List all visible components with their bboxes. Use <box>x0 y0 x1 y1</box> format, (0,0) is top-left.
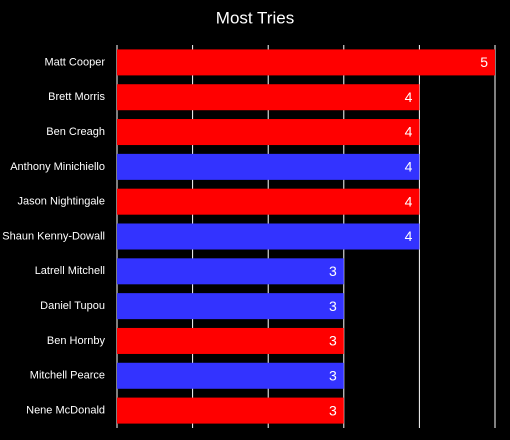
value-label: 3 <box>329 333 337 349</box>
y-tick-label: Ben Creagh <box>46 126 105 138</box>
y-tick-label: Latrell Mitchell <box>35 265 105 277</box>
bar <box>117 84 420 111</box>
y-tick-label: Brett Morris <box>48 91 105 103</box>
bar <box>117 397 344 424</box>
y-tick-label: Nene McDonald <box>26 404 105 416</box>
y-tick-label: Daniel Tupou <box>40 300 105 312</box>
bar <box>117 327 344 354</box>
y-tick-label: Anthony Minichiello <box>10 161 105 173</box>
y-tick-label: Jason Nightingale <box>18 196 105 208</box>
value-label: 4 <box>405 89 413 105</box>
bar <box>117 188 420 215</box>
value-label: 4 <box>405 124 413 140</box>
value-label: 4 <box>405 159 413 175</box>
value-label: 4 <box>405 193 413 209</box>
chart-title: Most Tries <box>216 8 294 27</box>
y-tick-label: Shaun Kenny-Dowall <box>2 230 105 242</box>
bar <box>117 153 420 180</box>
y-tick-label: Mitchell Pearce <box>30 370 105 382</box>
bar <box>117 119 420 146</box>
value-label: 3 <box>329 263 337 279</box>
value-label: 4 <box>405 228 413 244</box>
y-tick-label: Ben Hornby <box>47 335 106 347</box>
value-label: 5 <box>480 54 488 70</box>
value-label: 3 <box>329 402 337 418</box>
value-label: 3 <box>329 298 337 314</box>
y-tick-label: Matt Cooper <box>44 56 105 68</box>
bar <box>117 223 420 250</box>
bar <box>117 362 344 389</box>
bar <box>117 258 344 285</box>
bar <box>117 49 495 76</box>
value-label: 3 <box>329 367 337 383</box>
bar <box>117 293 344 320</box>
